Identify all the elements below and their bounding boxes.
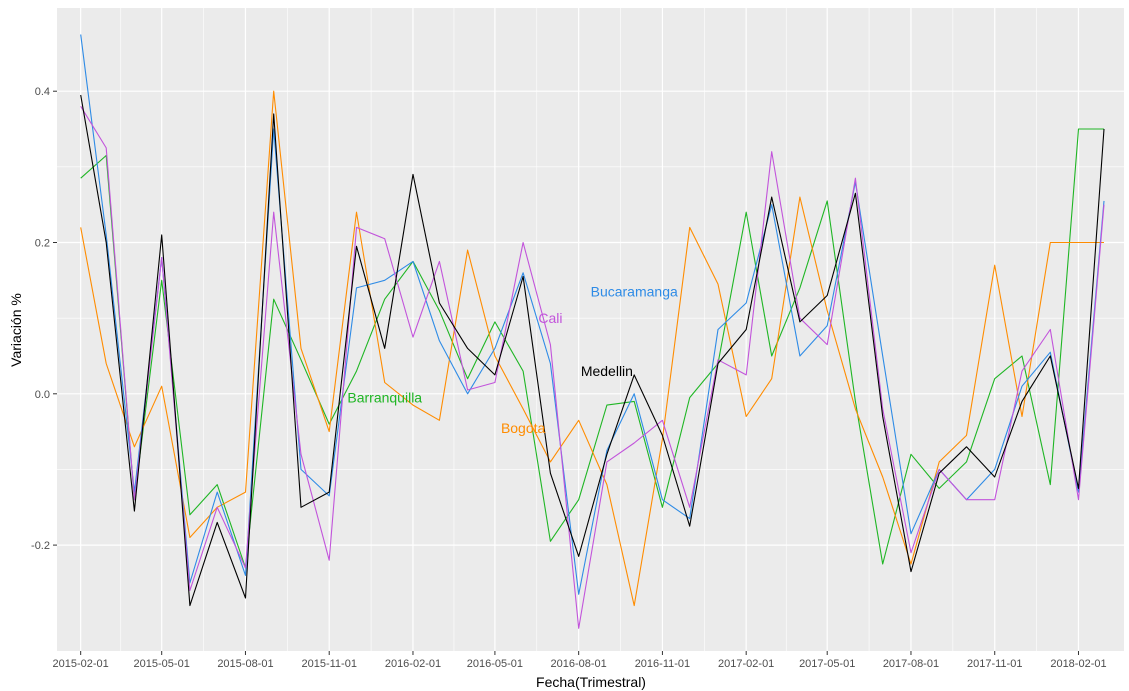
x-tick-label: 2015-11-01 [301, 658, 356, 670]
series-labels: Barranquilla Bogota Bucaramanga Cali Medelli… [347, 284, 678, 436]
x-tick-label: 2017-11-01 [967, 658, 1022, 670]
series-label-barranquilla: Barranquilla [347, 390, 422, 406]
x-tick-label: 2016-08-01 [551, 658, 607, 670]
x-axis-title: Fecha(Trimestral) [536, 674, 646, 690]
series-label-cali: Cali [538, 310, 562, 326]
x-tick-label: 2018-02-01 [1050, 658, 1106, 670]
x-tick-label: 2016-11-01 [635, 658, 690, 670]
x-tick-label: 2017-05-01 [799, 658, 855, 670]
series-lines [80, 34, 1105, 629]
x-tick-label: 2015-08-01 [217, 658, 273, 670]
axes: -0.2 0.0 0.2 0.4 2015-02-01 2015-05-01 2015-08… [31, 86, 1107, 670]
series-label-medellin: Medellin [581, 363, 633, 379]
x-tick-label: 2017-08-01 [883, 658, 939, 670]
x-tick-label: 2016-02-01 [385, 658, 441, 670]
series-label-bucaramanga: Bucaramanga [591, 284, 678, 300]
x-tick-label: 2016-05-01 [467, 658, 523, 670]
y-tick-label: 0.2 [35, 238, 50, 250]
series-line-bucaramanga [80, 34, 1105, 595]
y-axis-title: Variación % [8, 293, 24, 367]
x-tick-label: 2017-02-01 [718, 658, 774, 670]
y-tick-label: -0.2 [31, 540, 50, 552]
x-tick-label: 2015-02-01 [53, 658, 109, 670]
x-tick-label: 2015-05-01 [134, 658, 190, 670]
series-line-medellin [80, 94, 1105, 607]
series-label-bogota: Bogota [501, 420, 546, 436]
plot-panel [57, 8, 1124, 651]
y-tick-label: 0.4 [35, 86, 50, 98]
y-tick-label: 0.0 [35, 389, 50, 401]
